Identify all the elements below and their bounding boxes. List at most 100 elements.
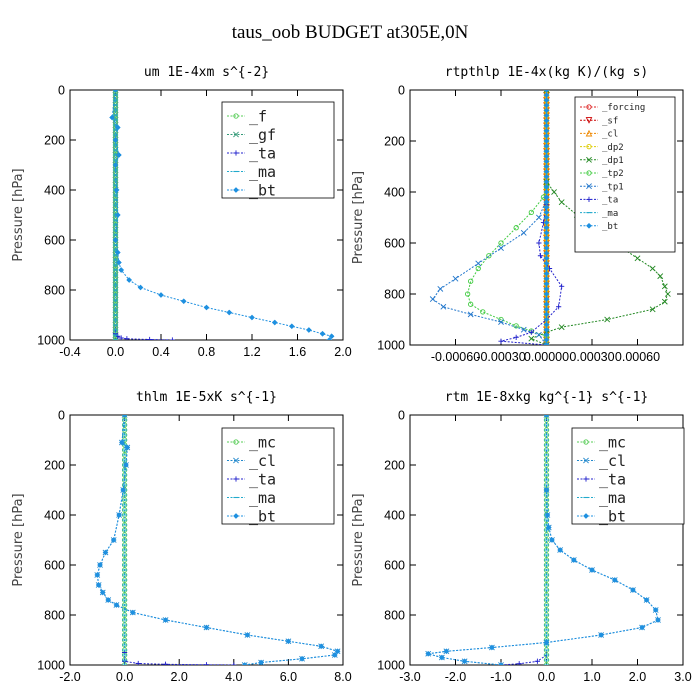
data-point bbox=[112, 237, 119, 243]
data-point bbox=[549, 537, 555, 543]
legend-swatch-marker bbox=[583, 457, 589, 464]
data-point bbox=[147, 336, 153, 340]
data-point bbox=[598, 632, 605, 638]
x-tick-label: -3.0 bbox=[399, 670, 421, 684]
y-tick-label: 1000 bbox=[377, 339, 405, 353]
data-point bbox=[649, 265, 656, 272]
data-point bbox=[513, 323, 519, 329]
legend-entry: _dp1 bbox=[580, 156, 624, 166]
data-point bbox=[558, 324, 565, 331]
y-tick-label: 800 bbox=[384, 609, 405, 623]
x-tick-label: -2.0 bbox=[445, 670, 467, 684]
x-tick-label: -0.00060 bbox=[431, 350, 480, 364]
data-point bbox=[113, 602, 120, 608]
legend-entry: _ta bbox=[227, 470, 276, 488]
data-point bbox=[121, 415, 128, 418]
data-point bbox=[318, 643, 325, 650]
data-point bbox=[468, 301, 474, 307]
y-tick-label: 1000 bbox=[37, 334, 65, 348]
data-point bbox=[113, 187, 120, 193]
legend-label: _gf bbox=[249, 126, 276, 144]
y-tick-label: 1000 bbox=[377, 659, 405, 673]
data-point bbox=[118, 335, 124, 340]
legend-swatch-marker bbox=[233, 131, 239, 138]
data-point bbox=[558, 199, 565, 206]
y-tick-label: 0 bbox=[398, 84, 405, 98]
data-point bbox=[203, 304, 210, 311]
series-bt bbox=[109, 90, 335, 340]
series-line bbox=[500, 204, 563, 345]
y-tick-label: 400 bbox=[384, 509, 405, 523]
data-point bbox=[241, 662, 248, 665]
legend-label: _sf bbox=[602, 116, 618, 126]
plot-area bbox=[425, 415, 661, 665]
data-point bbox=[486, 253, 492, 259]
data-point bbox=[241, 662, 248, 665]
y-axis-label: Pressure [hPa] bbox=[351, 171, 366, 264]
legend-entry: _cl bbox=[227, 452, 276, 470]
y-tick-label: 800 bbox=[44, 284, 65, 298]
data-point bbox=[99, 589, 106, 596]
chart-panel: um 1E-4xm s^{-2} Pressure [hPa] -0.4 0.0 0.4… bbox=[11, 65, 352, 359]
legend-label: _bt bbox=[249, 507, 276, 525]
data-point bbox=[543, 415, 550, 418]
data-point bbox=[285, 638, 292, 645]
data-point bbox=[545, 524, 552, 531]
data-point bbox=[319, 330, 326, 337]
data-point bbox=[438, 654, 445, 661]
panel-title: thlm 1E-5xK s^{-1} bbox=[136, 390, 277, 405]
y-axis-label: Pressure [hPa] bbox=[351, 493, 366, 586]
y-tick-label: 0 bbox=[58, 409, 65, 423]
data-point bbox=[271, 319, 278, 326]
data-point bbox=[516, 661, 522, 665]
data-point bbox=[557, 547, 564, 553]
series-line bbox=[500, 654, 547, 665]
data-point bbox=[649, 306, 656, 313]
x-tick-label: -0.00030 bbox=[476, 350, 525, 364]
data-point bbox=[528, 335, 535, 342]
legend-entry: _f bbox=[227, 107, 267, 125]
data-point bbox=[634, 255, 641, 262]
data-point bbox=[528, 329, 534, 335]
series-ta bbox=[498, 202, 565, 345]
data-point bbox=[112, 137, 119, 143]
data-point bbox=[475, 265, 481, 272]
legend-swatch-marker bbox=[233, 113, 239, 119]
legend-entry: _sf bbox=[580, 116, 618, 126]
series-line bbox=[467, 186, 547, 345]
y-tick-label: 600 bbox=[44, 234, 65, 248]
x-tick-label: 3.0 bbox=[674, 670, 691, 684]
data-point bbox=[226, 309, 233, 316]
legend-entry: _ta bbox=[577, 470, 626, 488]
data-point bbox=[129, 609, 136, 616]
data-point bbox=[137, 284, 144, 291]
y-tick-label: 600 bbox=[44, 559, 65, 573]
series-tp1 bbox=[429, 196, 550, 345]
data-point bbox=[135, 660, 141, 665]
data-point bbox=[425, 650, 432, 657]
data-point bbox=[123, 462, 129, 468]
x-tick-label: 2.0 bbox=[334, 345, 351, 359]
data-point bbox=[440, 303, 447, 310]
legend-entry: _ma bbox=[227, 163, 276, 181]
y-axis-label: Pressure [hPa] bbox=[11, 168, 26, 261]
data-point bbox=[461, 658, 468, 665]
x-tick-label: -2.0 bbox=[59, 670, 81, 684]
data-point bbox=[543, 415, 550, 418]
x-tick-label: 4.0 bbox=[225, 670, 242, 684]
x-tick-label: 8.0 bbox=[334, 670, 351, 684]
legend-label: _cl bbox=[599, 452, 626, 470]
data-point bbox=[536, 240, 542, 246]
x-tick-label: 1.0 bbox=[583, 670, 600, 684]
data-point bbox=[513, 225, 519, 231]
x-tick-label: -1.0 bbox=[490, 670, 512, 684]
series-tp2 bbox=[464, 184, 550, 345]
data-point bbox=[116, 512, 123, 518]
legend-label: _ta bbox=[249, 470, 276, 488]
legend-label: _forcing bbox=[602, 103, 645, 113]
legend-label: _bt bbox=[602, 222, 618, 232]
legend-label: _ma bbox=[599, 489, 626, 507]
chart-panel: thlm 1E-5xK s^{-1} Pressure [hPa] -2.0 0.0 2… bbox=[11, 390, 352, 684]
y-tick-label: 200 bbox=[384, 135, 405, 149]
legend: _mc_cl_ta_ma_bt bbox=[571, 427, 685, 525]
